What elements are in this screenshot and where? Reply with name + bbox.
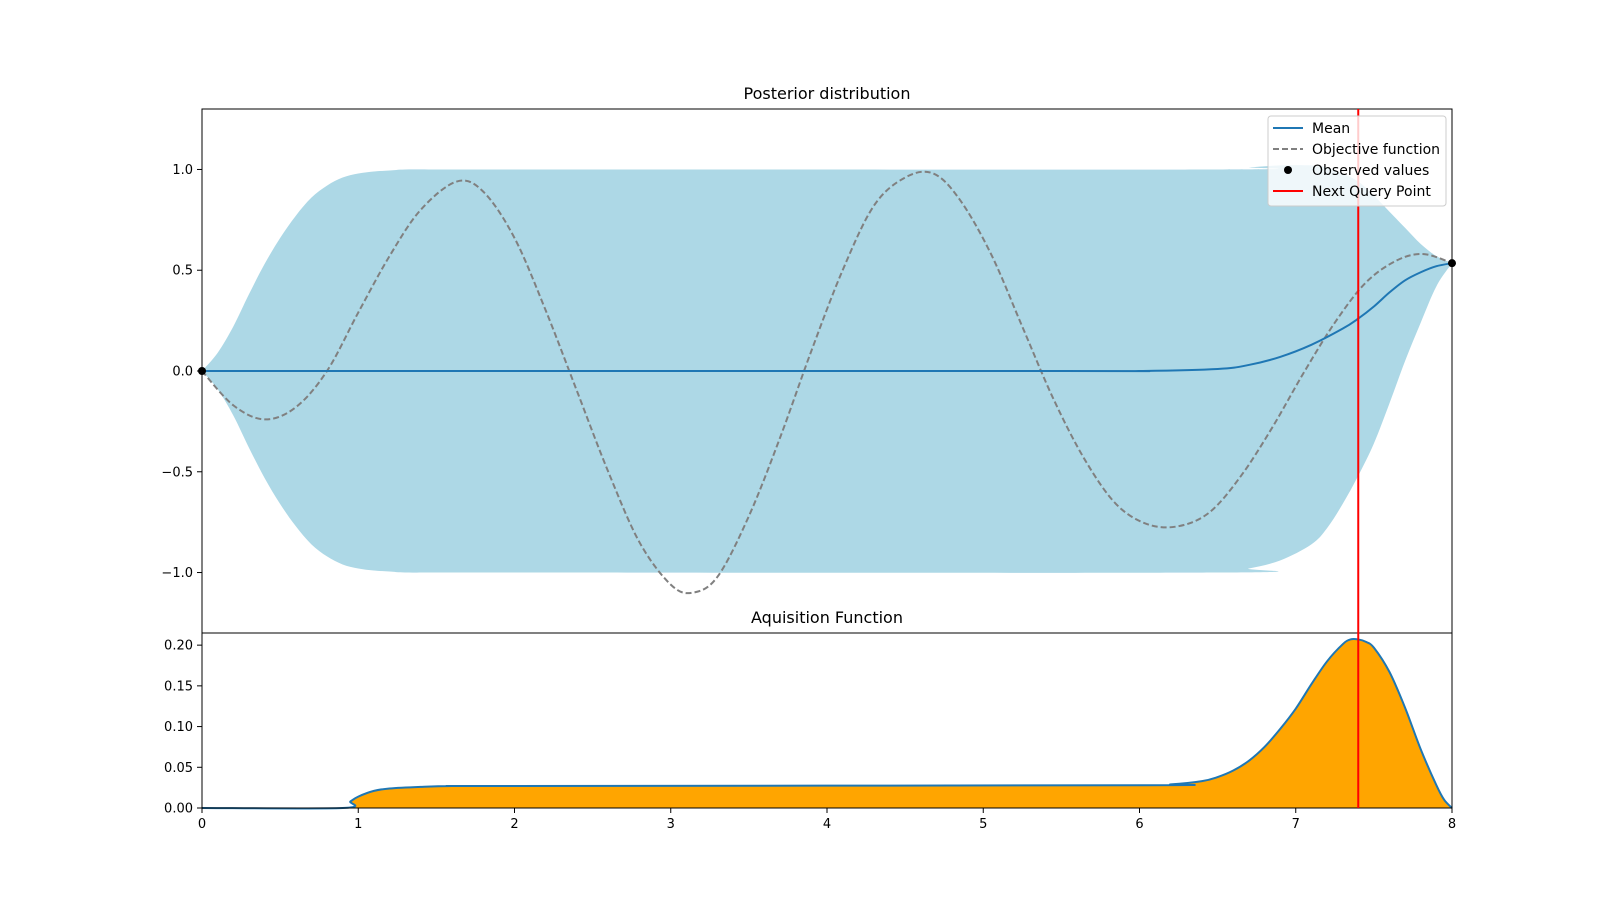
legend-objective-label: Objective function	[1312, 142, 1440, 158]
y-tick-label: 0.10	[164, 720, 193, 735]
y-tick-label: 0.00	[164, 802, 193, 817]
acquisition-y-axis: 0.00 0.05 0.10 0.15 0.20	[164, 639, 202, 817]
posterior-panel: Posterior distribution −1.0 −0.5 0.0 0.5 1.0	[161, 84, 1456, 634]
confidence-band	[202, 165, 1452, 573]
posterior-y-axis: −1.0 −0.5 0.0 0.5 1.0	[161, 163, 202, 581]
y-tick-label: 0.20	[164, 639, 193, 654]
acquisition-x-axis: 0 1 2 3 4 5 6 7 8	[198, 808, 1456, 832]
legend-box	[1267, 115, 1447, 207]
legend: Mean Objective function Observed values …	[1267, 115, 1447, 207]
x-tick-label: 5	[979, 817, 987, 832]
y-tick-label: 0.5	[172, 264, 193, 279]
y-tick-label: 0.15	[164, 679, 193, 694]
x-tick-label: 0	[198, 817, 206, 832]
legend-mean-label: Mean	[1312, 121, 1350, 137]
x-tick-label: 3	[667, 817, 675, 832]
acquisition-line	[201, 637, 1453, 810]
y-tick-label: 1.0	[172, 163, 193, 178]
acquisition-fill	[202, 638, 1452, 809]
x-tick-label: 1	[354, 817, 362, 832]
y-tick-label: −0.5	[161, 465, 193, 480]
x-tick-label: 6	[1135, 817, 1143, 832]
posterior-title: Posterior distribution	[744, 84, 911, 103]
x-tick-label: 7	[1292, 817, 1300, 832]
acquisition-title: Aquisition Function	[751, 608, 903, 627]
y-tick-label: 0.05	[164, 761, 193, 776]
x-tick-label: 8	[1448, 817, 1456, 832]
legend-observed-label: Observed values	[1312, 163, 1429, 179]
legend-query-label: Next Query Point	[1312, 184, 1431, 200]
y-tick-label: −1.0	[161, 566, 193, 581]
acquisition-panel: 0.00 0.05 0.10 0.15 0.20 0 1 2 3 4 5 6 7 8 Aquisitio…	[164, 608, 1456, 832]
x-tick-label: 4	[823, 817, 831, 832]
legend-observed-swatch	[1284, 166, 1292, 174]
y-tick-label: 0.0	[172, 365, 193, 380]
posterior-plot-area	[198, 165, 1456, 595]
mean-line	[201, 262, 1453, 373]
x-tick-label: 2	[510, 817, 518, 832]
acquisition-plot-area	[201, 637, 1453, 810]
